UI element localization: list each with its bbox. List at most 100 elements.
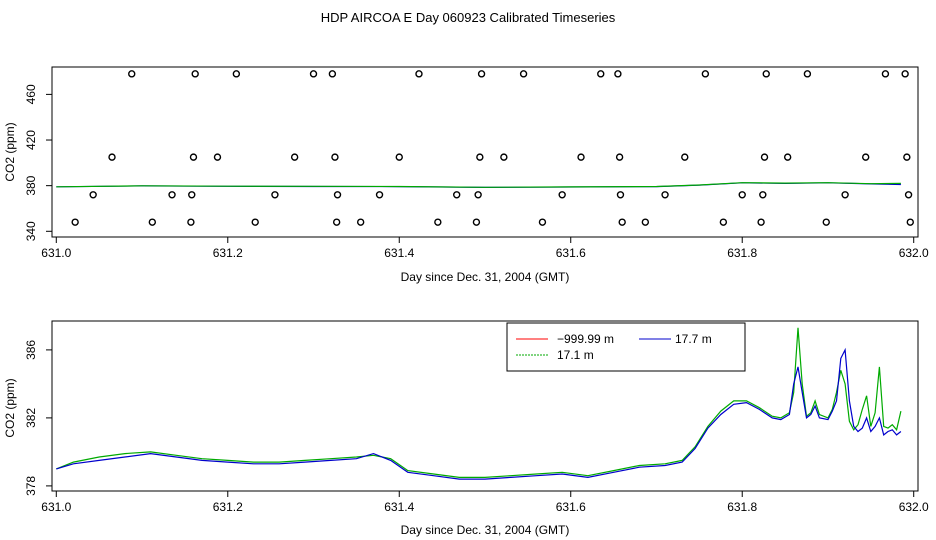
x-tick-label: 631.6 [556, 500, 586, 514]
panel2-x-axis: 631.0 631.2 631.4 631.6 631.8 632.0 [41, 491, 929, 514]
calibration-point [701, 70, 710, 78]
timeseries-panel: 631.0 631.2 631.4 631.6 631.8 632.0 378 382 386… [3, 320, 929, 537]
calibration-point [191, 70, 199, 78]
calibration-point [474, 191, 482, 199]
calibration-point [89, 191, 97, 199]
calibration-point [395, 153, 403, 161]
calibration-point [251, 218, 259, 226]
calibration-point [661, 191, 669, 199]
calibration-point [187, 218, 195, 226]
calibration-point [738, 191, 746, 199]
legend-label-green: 17.1 m [557, 348, 594, 362]
calibration-point [415, 70, 423, 78]
calibration-point [500, 153, 508, 161]
calibration-point [519, 70, 528, 78]
calibration-point [232, 70, 241, 78]
y-tick-label: 378 [24, 476, 38, 496]
panel1-ylabel: CO2 (ppm) [3, 122, 17, 181]
calibration-point [641, 218, 650, 226]
legend: −999.99 m 17.1 m 17.7 m [506, 322, 746, 372]
calibration-point [906, 218, 914, 226]
calibration-point [618, 218, 626, 226]
panel2-series [56, 327, 902, 480]
panel2-frame [51, 320, 919, 492]
calibration-point [168, 191, 176, 199]
series-line-17-7-m [56, 347, 902, 480]
x-tick-label: 631.6 [556, 246, 586, 260]
x-tick-label: 631.2 [213, 500, 243, 514]
calibration-point [309, 70, 318, 78]
x-tick-label: 631.0 [41, 500, 71, 514]
calibration-point [476, 153, 484, 161]
calibration-point [290, 153, 299, 161]
calibration-point [213, 153, 222, 161]
calibration-point [108, 153, 116, 161]
panel1-x-axis: 631.0 631.2 631.4 631.6 631.8 632.0 [41, 237, 929, 260]
calibration-point [861, 153, 870, 161]
calibration-point [719, 218, 728, 226]
series-line-17-1-m [56, 327, 902, 478]
calibration-point [188, 191, 196, 199]
calibration-point [616, 191, 625, 199]
calibration-point [128, 70, 136, 78]
legend-box [506, 322, 746, 372]
calibration-point [148, 218, 157, 226]
calibration-point [803, 70, 812, 78]
calibration-point [189, 153, 198, 161]
calibration-point [881, 70, 890, 78]
y-tick-label: 382 [24, 408, 38, 428]
calibration-point [538, 218, 547, 226]
calibration-point [783, 153, 792, 161]
legend-label-red: −999.99 m [557, 332, 614, 346]
calibration-point [841, 191, 849, 199]
calibration-point [434, 218, 442, 226]
x-tick-label: 631.2 [213, 246, 243, 260]
x-tick-label: 631.4 [384, 246, 414, 260]
calibration-point [271, 191, 279, 199]
panel1-calibration-points [71, 70, 914, 226]
panel1-xlabel: Day since Dec. 31, 2004 (GMT) [401, 270, 570, 284]
x-tick-label: 631.8 [727, 500, 757, 514]
series-line-green [56, 182, 901, 188]
calibration-point [453, 191, 461, 199]
calibration-point [759, 191, 767, 199]
x-tick-label: 631.0 [41, 246, 71, 260]
calibration-point [822, 218, 830, 226]
y-tick-label: 460 [24, 84, 38, 104]
calibration-point [71, 218, 79, 226]
calibration-point [333, 191, 342, 199]
calibration-point [904, 191, 913, 199]
calibration-point [328, 70, 337, 78]
calibration-point [375, 191, 384, 199]
calibration-point [477, 70, 486, 78]
panel2-y-axis: 378 382 386 [24, 340, 52, 496]
y-tick-label: 380 [24, 175, 38, 195]
calibration-panel: 631.0 631.2 631.4 631.6 631.8 632.0 340 380 420… [3, 66, 929, 284]
calibration-point [614, 70, 622, 78]
panel1-y-axis: 340 380 420 460 [24, 84, 52, 241]
calibration-point [472, 218, 481, 226]
panel1-series [56, 182, 901, 189]
calibration-point [903, 153, 911, 161]
calibration-point [332, 218, 341, 226]
legend-label-blue: 17.7 m [675, 332, 712, 346]
figure-title: HDP AIRCOA E Day 060923 Calibrated Times… [321, 10, 616, 25]
calibration-point [681, 153, 689, 161]
panel1-frame [51, 66, 919, 238]
calibration-point [597, 70, 605, 78]
calibration-point [760, 153, 769, 161]
x-tick-label: 631.8 [727, 246, 757, 260]
calibration-point [577, 153, 585, 161]
panel2-xlabel: Day since Dec. 31, 2004 (GMT) [401, 523, 570, 537]
y-tick-label: 420 [24, 130, 38, 150]
x-tick-label: 632.0 [899, 246, 929, 260]
calibration-point [356, 218, 365, 226]
calibration-point [901, 70, 909, 78]
calibration-point [762, 70, 770, 78]
calibration-point [757, 218, 765, 226]
y-tick-label: 386 [24, 340, 38, 360]
calibration-point [331, 153, 339, 161]
y-tick-label: 340 [24, 221, 38, 241]
panel2-ylabel: CO2 (ppm) [3, 378, 17, 437]
